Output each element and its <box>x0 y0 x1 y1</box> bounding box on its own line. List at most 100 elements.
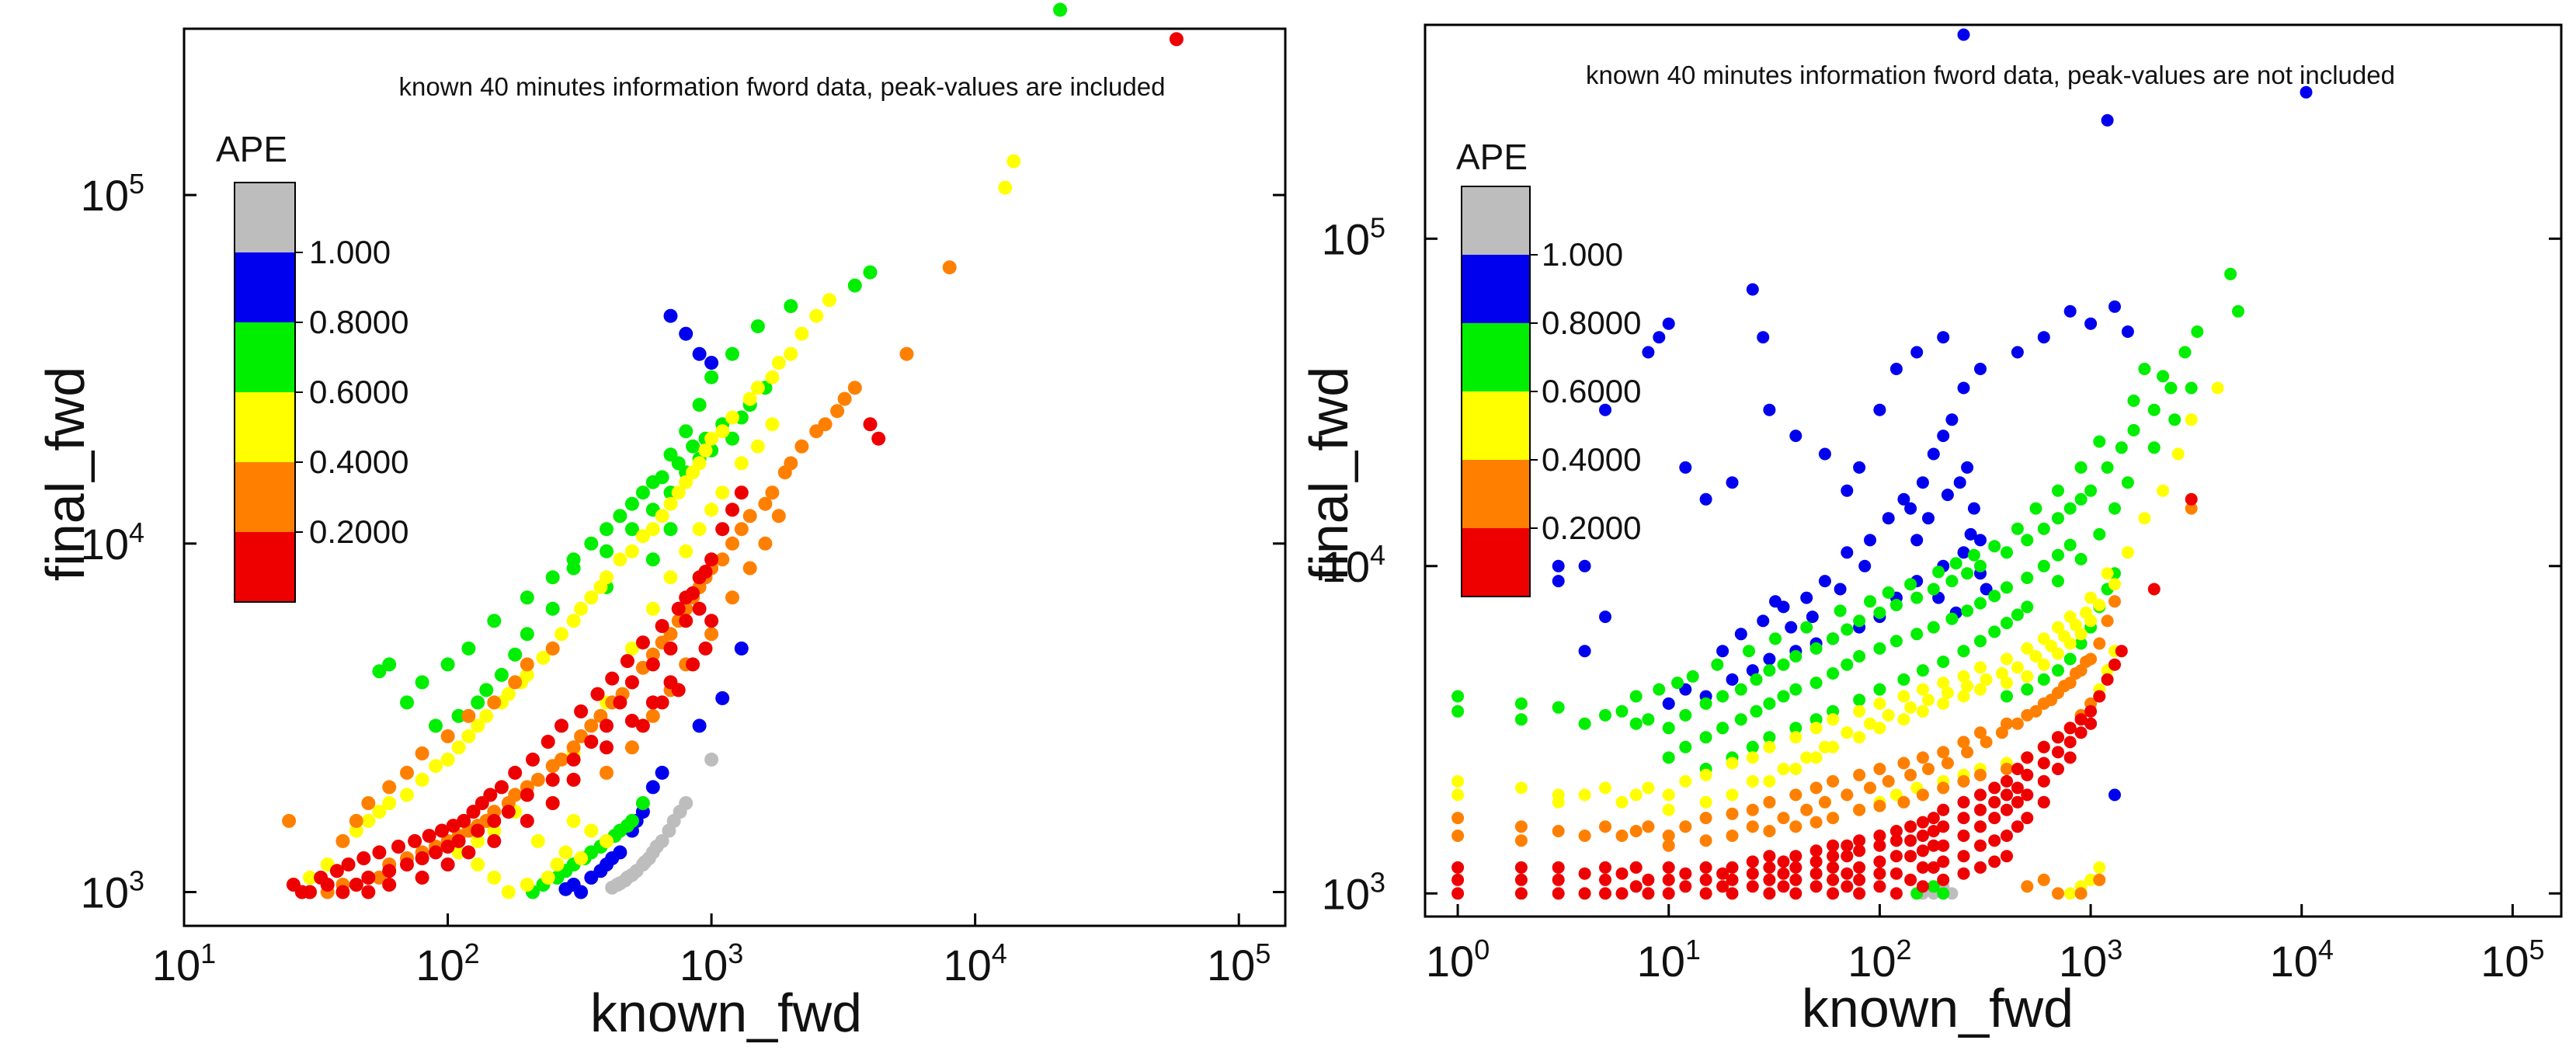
data-point-red <box>2063 722 2077 735</box>
data-point-yellow <box>715 485 730 500</box>
data-point-yellow <box>2185 413 2198 426</box>
data-point-green <box>692 398 707 412</box>
data-point-yellow <box>2001 677 2013 690</box>
data-point-green <box>1809 642 1823 655</box>
data-point-orange <box>545 641 560 656</box>
data-point-red <box>2011 781 2024 795</box>
data-point-yellow <box>541 870 555 885</box>
data-point-orange <box>645 647 660 662</box>
data-point-red <box>2063 751 2077 764</box>
data-point-yellow <box>574 601 589 616</box>
data-point-yellow <box>1916 704 1929 718</box>
data-point-green <box>1743 645 1755 658</box>
data-point-yellow <box>2093 861 2106 874</box>
data-point-green <box>1716 690 1730 703</box>
data-point-orange <box>1514 820 1528 833</box>
data-point-orange <box>1789 788 1803 802</box>
data-point-green <box>1988 625 2001 638</box>
legend-swatch-red <box>235 532 295 602</box>
data-point-red <box>2063 736 2077 749</box>
data-point-yellow <box>1746 774 1759 788</box>
data-point-red <box>1937 803 1950 816</box>
data-point-yellow <box>1937 697 1950 710</box>
data-point-green <box>1957 645 1970 658</box>
data-point-yellow <box>998 180 1013 195</box>
data-point-orange <box>2037 873 2050 886</box>
data-point-green <box>1699 731 1712 744</box>
data-point-red <box>2052 731 2064 744</box>
data-point-blue <box>1858 559 1872 572</box>
data-point-green <box>2147 441 2161 454</box>
data-point-red <box>1679 880 1692 893</box>
data-point-green <box>725 346 739 361</box>
y-tick-label: 104 <box>1322 539 1385 591</box>
data-point-green <box>2127 423 2140 437</box>
data-point-yellow <box>655 509 669 524</box>
data-point-green <box>1629 690 1643 703</box>
data-point-yellow <box>1873 722 1886 735</box>
legend-label: 1.000 <box>309 234 391 270</box>
data-point-red <box>686 657 700 672</box>
data-point-blue <box>1945 413 1959 426</box>
data-point-green <box>1974 635 1987 648</box>
legend-swatch-yellow <box>235 392 295 462</box>
data-point-red <box>1629 861 1643 874</box>
data-point-red <box>1629 880 1643 893</box>
x-tick-label: 100 <box>1426 934 1490 986</box>
data-point-yellow <box>487 870 502 885</box>
data-point-red <box>1642 873 1655 886</box>
data-point-red <box>1514 887 1528 900</box>
chart-2-x-axis-title: known_fwd <box>1802 978 2074 1038</box>
data-point-green <box>1750 673 1763 686</box>
data-point-red <box>704 614 719 628</box>
data-point-red <box>1809 855 1823 868</box>
data-point-red <box>2093 690 2106 703</box>
data-point-yellow <box>704 503 719 517</box>
data-point-yellow <box>645 601 660 616</box>
data-point-yellow <box>1980 673 1993 686</box>
data-point-red <box>655 619 669 633</box>
data-point-red <box>372 845 387 860</box>
data-point-orange <box>818 417 833 432</box>
data-point-green <box>1746 740 1759 753</box>
data-point-red <box>2001 830 2013 842</box>
data-point-green <box>1988 590 2001 603</box>
data-point-green <box>2164 381 2178 395</box>
data-point-red <box>554 718 568 733</box>
data-point-yellow <box>1726 788 1739 802</box>
chart-2-legend-title: APE <box>1456 137 1528 177</box>
data-point-orange <box>1904 768 1917 781</box>
data-point-green <box>2052 575 2064 588</box>
data-point-red <box>2115 645 2128 658</box>
data-point-blue <box>2011 346 2024 359</box>
data-point-red <box>2074 726 2088 739</box>
legend-swatch-green <box>235 322 295 392</box>
data-point-yellow <box>2093 599 2106 611</box>
data-point-red <box>1662 873 1675 886</box>
data-point-orange <box>2052 887 2064 900</box>
data-point-green <box>2232 304 2244 318</box>
data-point-red <box>1841 867 1854 880</box>
data-point-blue <box>1957 381 1970 395</box>
data-point-yellow <box>1864 717 1876 730</box>
data-point-blue <box>1922 512 1935 525</box>
data-point-red <box>2011 763 2024 775</box>
data-point-yellow <box>536 650 551 665</box>
legend-swatch-grey <box>1462 186 1530 255</box>
data-point-blue <box>1941 489 1954 502</box>
data-point-red <box>734 485 749 500</box>
data-point-red <box>1726 861 1739 874</box>
data-point-red <box>1599 887 1611 900</box>
data-point-red <box>590 687 605 701</box>
x-tick-label: 102 <box>415 938 479 990</box>
chart-1-points <box>282 2 1184 899</box>
data-point-yellow <box>566 813 581 828</box>
data-point-orange <box>1974 726 1987 739</box>
data-point-blue <box>1769 595 1782 608</box>
legend-swatch-blue <box>235 252 295 322</box>
data-point-blue <box>1578 645 1591 658</box>
data-point-red <box>624 714 639 728</box>
data-point-green <box>1834 604 1847 617</box>
data-point-orange <box>530 772 545 787</box>
